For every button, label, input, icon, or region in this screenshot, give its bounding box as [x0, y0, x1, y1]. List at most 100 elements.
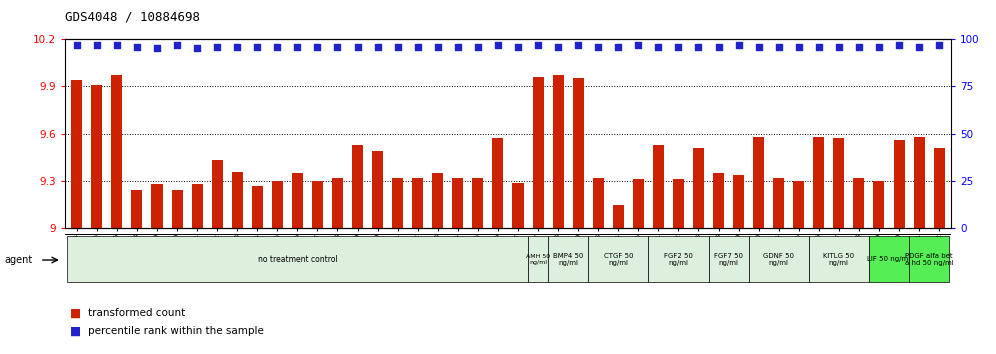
Bar	[893, 140, 904, 228]
Bar	[589, 236, 648, 282]
Point	[911, 44, 927, 49]
Bar	[67, 236, 528, 282]
Point	[811, 44, 827, 49]
Text: PDGF alfa bet
a hd 50 ng/ml: PDGF alfa bet a hd 50 ng/ml	[904, 253, 953, 266]
Bar	[913, 137, 924, 228]
Bar	[151, 184, 162, 228]
Point	[189, 46, 205, 51]
Point	[149, 46, 165, 51]
Bar	[72, 80, 83, 228]
Bar	[272, 181, 283, 228]
Point	[791, 44, 807, 49]
Text: KITLG 50
ng/ml: KITLG 50 ng/ml	[824, 253, 855, 266]
Text: no treatment control: no treatment control	[258, 255, 338, 264]
Text: ■: ■	[70, 325, 81, 337]
Text: GDS4048 / 10884698: GDS4048 / 10884698	[65, 11, 200, 24]
Point	[470, 44, 486, 49]
Bar	[708, 236, 749, 282]
Point	[249, 44, 265, 49]
Bar	[909, 236, 949, 282]
Bar	[793, 181, 805, 228]
Point	[891, 42, 907, 47]
Bar	[814, 137, 825, 228]
Bar	[312, 181, 323, 228]
Bar	[693, 148, 704, 228]
Bar	[773, 178, 784, 228]
Bar	[332, 178, 343, 228]
Point	[310, 44, 326, 49]
Bar	[528, 236, 548, 282]
Point	[430, 44, 446, 49]
Bar	[373, 151, 383, 228]
Bar	[513, 183, 524, 228]
Point	[771, 44, 787, 49]
Point	[69, 42, 85, 47]
Point	[690, 44, 706, 49]
Bar	[392, 178, 403, 228]
Point	[872, 44, 887, 49]
Bar	[92, 85, 103, 228]
Point	[751, 44, 767, 49]
Bar	[352, 145, 364, 228]
Point	[650, 44, 666, 49]
Text: ■: ■	[70, 307, 81, 320]
Bar	[648, 236, 708, 282]
Bar	[292, 173, 303, 228]
Point	[128, 44, 144, 49]
Point	[169, 42, 185, 47]
Bar	[412, 178, 423, 228]
Point	[591, 44, 607, 49]
Point	[209, 44, 225, 49]
Point	[490, 42, 506, 47]
Text: GDNF 50
ng/ml: GDNF 50 ng/ml	[763, 253, 794, 266]
Point	[831, 44, 847, 49]
Point	[570, 42, 586, 47]
Bar	[211, 160, 223, 228]
Bar	[432, 173, 443, 228]
Point	[229, 44, 245, 49]
Point	[530, 42, 546, 47]
Bar	[869, 236, 909, 282]
Bar	[673, 179, 684, 228]
Text: BMP4 50
ng/ml: BMP4 50 ng/ml	[553, 253, 584, 266]
Bar	[753, 137, 764, 228]
Bar	[232, 171, 243, 228]
Point	[611, 44, 626, 49]
Bar	[854, 178, 865, 228]
Bar	[713, 173, 724, 228]
Bar	[652, 145, 664, 228]
Bar	[613, 205, 623, 228]
Text: percentile rank within the sample: percentile rank within the sample	[88, 326, 264, 336]
Bar	[533, 77, 544, 228]
Bar	[131, 190, 142, 228]
Point	[450, 44, 466, 49]
Bar	[593, 178, 604, 228]
Bar	[933, 148, 944, 228]
Bar	[573, 78, 584, 228]
Bar	[553, 75, 564, 228]
Bar	[191, 184, 202, 228]
Bar	[548, 236, 589, 282]
Point	[370, 44, 385, 49]
Bar	[809, 236, 869, 282]
Point	[350, 44, 366, 49]
Text: transformed count: transformed count	[88, 308, 185, 318]
Text: FGF7 50
ng/ml: FGF7 50 ng/ml	[714, 253, 743, 266]
Point	[710, 44, 726, 49]
Bar	[472, 178, 483, 228]
Point	[731, 42, 747, 47]
Text: FGF2 50
ng/ml: FGF2 50 ng/ml	[664, 253, 693, 266]
Point	[389, 44, 405, 49]
Point	[290, 44, 306, 49]
Bar	[492, 138, 503, 228]
Text: LIF 50 ng/ml: LIF 50 ng/ml	[868, 256, 910, 262]
Point	[550, 44, 566, 49]
Bar	[252, 186, 263, 228]
Point	[330, 44, 346, 49]
Bar	[733, 175, 744, 228]
Bar	[171, 190, 182, 228]
Point	[931, 42, 947, 47]
Point	[109, 42, 124, 47]
Text: agent: agent	[4, 255, 32, 265]
Bar	[632, 179, 643, 228]
